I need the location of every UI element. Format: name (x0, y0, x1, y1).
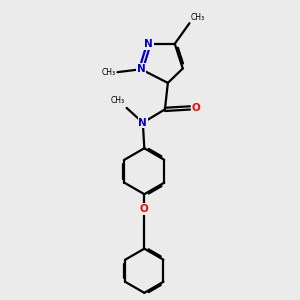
Text: O: O (140, 204, 149, 214)
Text: CH₃: CH₃ (111, 96, 125, 105)
Text: O: O (191, 103, 200, 113)
Text: CH₃: CH₃ (191, 13, 205, 22)
Text: CH₃: CH₃ (102, 68, 116, 77)
Text: N: N (139, 118, 147, 128)
Text: N: N (144, 39, 153, 49)
Text: N: N (137, 64, 146, 74)
